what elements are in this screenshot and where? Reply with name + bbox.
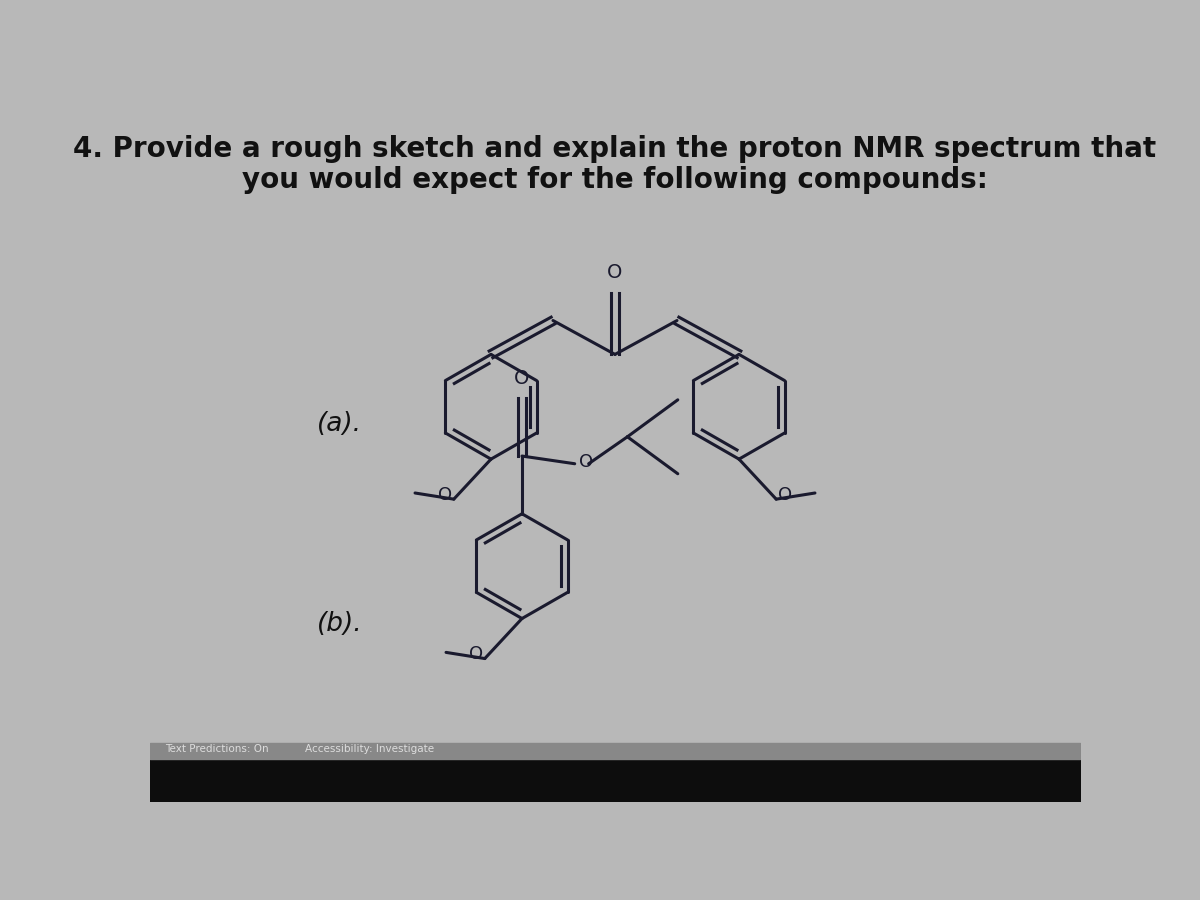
Text: Text Predictions: On: Text Predictions: On: [166, 744, 269, 754]
Text: O: O: [580, 454, 594, 472]
Text: O: O: [469, 645, 484, 663]
Text: O: O: [778, 485, 792, 503]
Text: (a).: (a).: [317, 410, 361, 436]
Text: O: O: [515, 368, 529, 388]
Text: 4. Provide a rough sketch and explain the proton NMR spectrum that: 4. Provide a rough sketch and explain th…: [73, 135, 1157, 163]
Text: O: O: [438, 485, 452, 503]
Text: O: O: [607, 263, 623, 282]
Text: you would expect for the following compounds:: you would expect for the following compo…: [242, 166, 988, 194]
Text: Accessibility: Investigate: Accessibility: Investigate: [305, 744, 434, 754]
Text: (b).: (b).: [317, 611, 362, 637]
